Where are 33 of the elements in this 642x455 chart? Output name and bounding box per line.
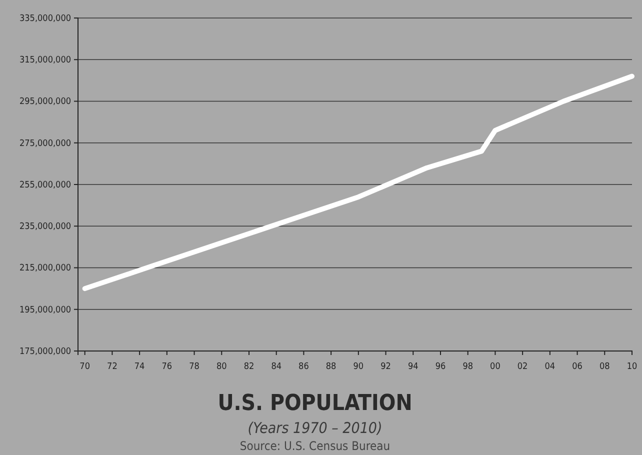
y-tick-label: 315,000,000 <box>20 56 71 66</box>
x-tick-label: 88 <box>326 362 336 372</box>
x-tick-label: 94 <box>408 362 418 372</box>
x-tick-label: 80 <box>216 362 227 372</box>
y-tick-label: 335,000,000 <box>20 14 71 24</box>
x-tick-label: 82 <box>244 362 254 372</box>
text: U.S. POPULATION <box>218 391 412 416</box>
x-tick-label: 86 <box>298 362 309 372</box>
x-tick-label: 08 <box>599 362 610 372</box>
x-tick-label: 76 <box>162 362 172 372</box>
x-tick-label: 84 <box>271 362 282 372</box>
y-tick-label: 175,000,000 <box>20 346 71 357</box>
y-tick-label: 295,000,000 <box>20 97 71 108</box>
text: (Years 1970 – 2010) <box>248 419 382 437</box>
y-tick-label: 235,000,000 <box>20 222 71 232</box>
x-tick-label: 02 <box>517 362 528 372</box>
x-tick-label: 90 <box>353 362 364 372</box>
x-tick-label: 10 <box>626 362 638 372</box>
x-tick-label: 78 <box>189 362 200 372</box>
y-tick-label: 195,000,000 <box>20 305 71 316</box>
y-tick-label: 275,000,000 <box>20 138 71 149</box>
x-tick-label: 96 <box>435 362 446 372</box>
x-tick-label: 98 <box>462 362 474 372</box>
x-tick-label: 00 <box>490 362 500 372</box>
y-tick-label: 255,000,000 <box>20 180 71 190</box>
x-tick-label: 06 <box>572 362 582 372</box>
x-tick-label: 70 <box>80 362 90 372</box>
x-tick-label: 92 <box>380 362 391 372</box>
x-tick-label: 74 <box>134 362 145 372</box>
x-tick-label: 72 <box>107 362 118 372</box>
source-note: Source: U.S. Census Bureau <box>240 439 390 453</box>
x-tick-label: 04 <box>544 362 556 372</box>
y-tick-label: 215,000,000 <box>20 264 71 274</box>
